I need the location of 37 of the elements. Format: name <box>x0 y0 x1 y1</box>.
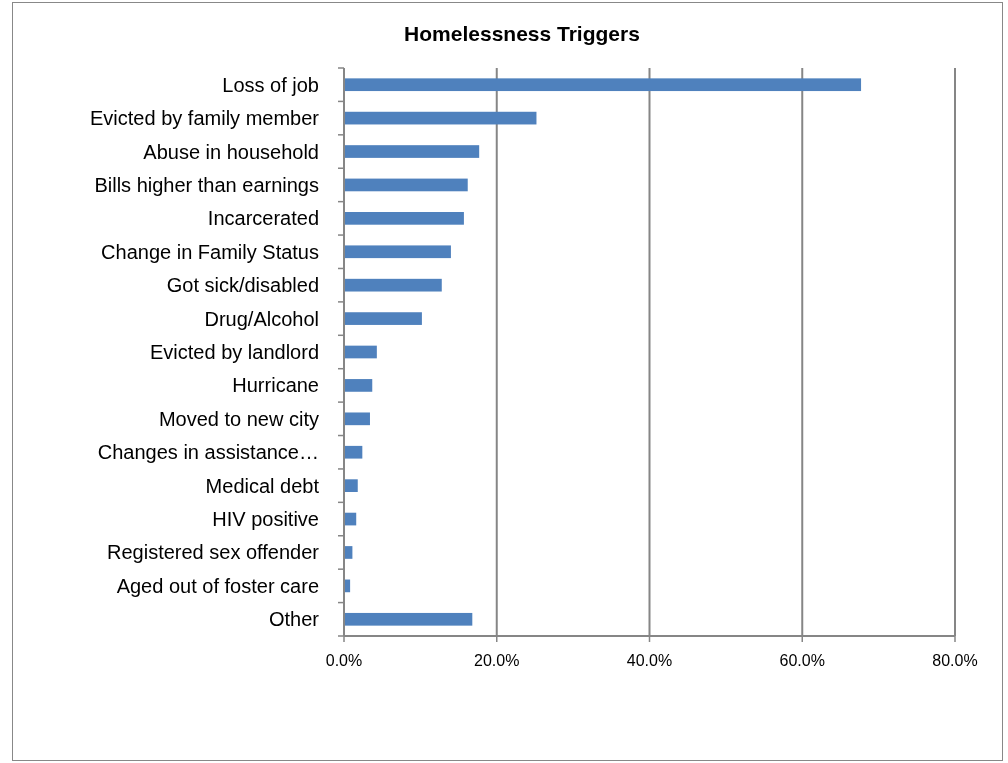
bar <box>344 312 422 325</box>
y-tick-label: Hurricane <box>232 374 319 397</box>
y-tick-label: Registered sex offender <box>107 541 320 564</box>
bar <box>344 212 464 225</box>
x-tick-label: 40.0% <box>626 652 673 669</box>
bar <box>344 612 473 626</box>
bar <box>344 111 537 125</box>
bar <box>344 145 480 158</box>
y-tick-label: Changes in assistance… <box>97 441 319 464</box>
y-tick-label: Evicted by family member <box>90 107 320 130</box>
y-tick-label: Evicted by landlord <box>150 341 319 363</box>
bar <box>344 178 468 192</box>
y-tick-label: Abuse in household <box>143 140 319 163</box>
y-tick-label: Other <box>268 608 320 631</box>
x-tick-label: 20.0% <box>474 652 520 669</box>
y-tick-label: Moved to new city <box>158 407 319 430</box>
y-tick-label: Loss of job <box>222 73 319 96</box>
bar <box>344 479 358 492</box>
y-tick-label: Drug/Alcohol <box>204 307 319 330</box>
y-tick-label: Aged out of foster care <box>116 574 319 597</box>
x-tick-label: 80.0% <box>932 652 978 669</box>
x-tick-label: 0.0% <box>325 652 363 669</box>
y-tick-label: Incarcerated <box>207 207 319 230</box>
y-tick-label: HIV positive <box>212 508 319 531</box>
bar <box>344 245 451 259</box>
bar <box>344 278 442 292</box>
bar <box>344 445 363 459</box>
bar <box>344 78 862 92</box>
bar <box>344 412 370 426</box>
y-tick-label: Bills higher than earnings <box>94 173 319 196</box>
y-tick-label: Got sick/disabled <box>166 274 319 297</box>
y-tick-label: Medical debt <box>205 474 320 497</box>
chart-title: Homelessness Triggers <box>404 22 640 45</box>
bar <box>344 379 373 392</box>
bar <box>344 345 377 359</box>
x-tick-label: 60.0% <box>779 652 825 669</box>
y-tick-label: Change in Family Status <box>101 240 319 263</box>
